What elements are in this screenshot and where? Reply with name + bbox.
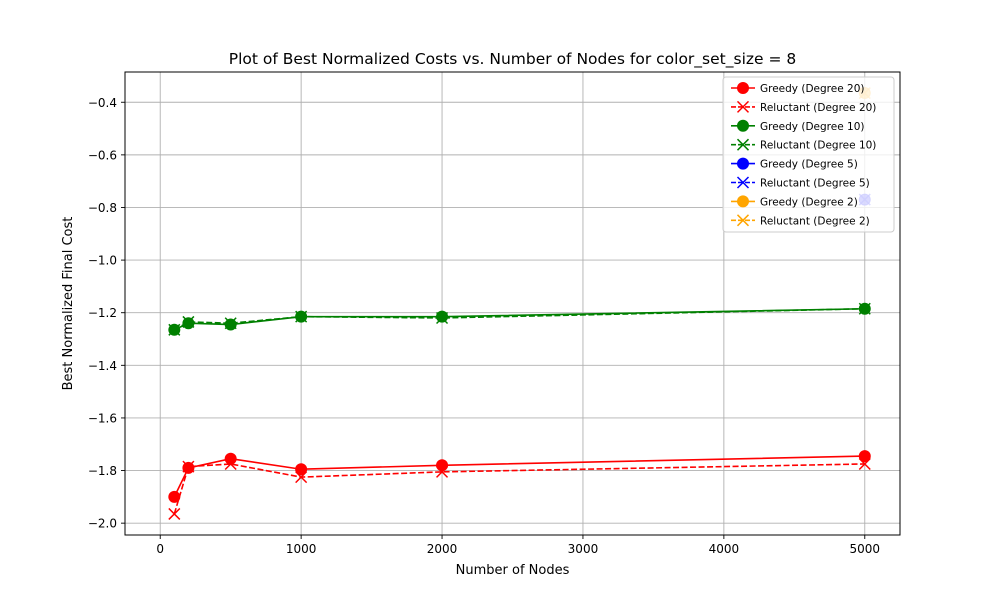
series-layer: [168, 87, 871, 520]
legend-marker-x: [736, 214, 750, 227]
legend-marker-circle: [737, 82, 749, 94]
series-line: [173, 463, 865, 515]
data-point-circle: [224, 318, 237, 331]
x-tick-label: 2000: [427, 542, 458, 556]
x-tick-label: 1000: [286, 542, 317, 556]
series-1: [168, 457, 871, 520]
data-point-circle: [295, 463, 308, 476]
legend-label: Greedy (Degree 10): [760, 121, 864, 133]
series-3: [168, 302, 871, 336]
legend-entry: Greedy (Degree 2): [731, 195, 858, 208]
legend: Greedy (Degree 20) Reluctant (Degree 20) G…: [722, 76, 895, 233]
y-tick-label: −2.0: [88, 517, 117, 531]
legend-marker-x: [736, 176, 750, 189]
x-tick-label: 5000: [849, 542, 880, 556]
grid: [125, 72, 900, 535]
legend-entry: Reluctant (Degree 20): [731, 100, 876, 114]
legend-marker-x: [736, 100, 750, 113]
data-point-x: [224, 457, 237, 471]
legend-label: Greedy (Degree 20): [760, 83, 864, 95]
data-point-x: [168, 323, 181, 336]
plot-frame: [124, 71, 901, 536]
legend-marker-circle: [737, 119, 749, 132]
data-point-x: [182, 315, 195, 328]
data-point-x: [858, 457, 871, 471]
legend-marker-circle: [737, 157, 749, 170]
data-point-circle: [436, 310, 449, 323]
legend-label: Reluctant (Degree 2): [760, 215, 870, 227]
y-tick-label: −1.2: [88, 306, 117, 320]
data-point-x: [295, 471, 308, 484]
x-tick-label: 0: [156, 542, 164, 556]
data-point-x: [436, 311, 449, 324]
data-point-circle: [436, 459, 449, 472]
data-point-x: [436, 465, 449, 478]
legend-box: [722, 76, 895, 233]
legend-marker-circle: [737, 195, 749, 208]
legend-label: Greedy (Degree 5): [760, 159, 858, 171]
y-axis-label: Best Normalized Final Cost: [61, 217, 76, 391]
chart-title: Plot of Best Normalized Costs vs. Number…: [229, 50, 797, 69]
x-tick-label: 4000: [709, 542, 740, 556]
legend-label: Reluctant (Degree 5): [760, 178, 870, 190]
data-point-circle: [224, 452, 237, 465]
data-point-x: [168, 507, 181, 520]
data-point-x: [182, 460, 195, 473]
y-tick-label: −0.8: [88, 201, 117, 215]
data-point-circle: [182, 317, 195, 330]
data-point-x: [858, 302, 871, 315]
legend-label: Reluctant (Degree 10): [760, 140, 876, 152]
y-tick-label: −0.6: [88, 148, 117, 162]
y-tick-label: −1.8: [88, 464, 117, 478]
data-point-x: [224, 317, 237, 330]
x-axis: 0 1000 2000 3000 4000 5000: [156, 535, 880, 556]
y-axis: −2.0 −1.8 −1.6 −1.4 −1.2 −1.0 −0.8 −0.6 −0.4: [88, 96, 125, 531]
legend-entry: Reluctant (Degree 2): [731, 214, 870, 227]
y-tick-label: −1.4: [88, 359, 117, 373]
y-tick-label: −1.0: [88, 254, 117, 268]
legend-marker-x: [736, 138, 750, 151]
legend-entry: Greedy (Degree 5): [731, 157, 858, 171]
legend-entry: Greedy (Degree 20): [731, 82, 864, 95]
y-tick-label: −1.6: [88, 411, 117, 425]
legend-entry: Reluctant (Degree 5): [731, 176, 870, 190]
data-point-x: [295, 310, 308, 323]
legend-entry: Greedy (Degree 10): [731, 119, 864, 133]
legend-label: Reluctant (Degree 20): [760, 102, 876, 114]
legend-entry: Reluctant (Degree 10): [731, 138, 876, 152]
data-point-circle: [858, 450, 871, 463]
x-tick-label: 3000: [568, 542, 599, 556]
y-tick-label: −0.4: [88, 96, 117, 110]
x-axis-label: Number of Nodes: [456, 563, 570, 578]
legend-label: Greedy (Degree 2): [760, 196, 858, 208]
